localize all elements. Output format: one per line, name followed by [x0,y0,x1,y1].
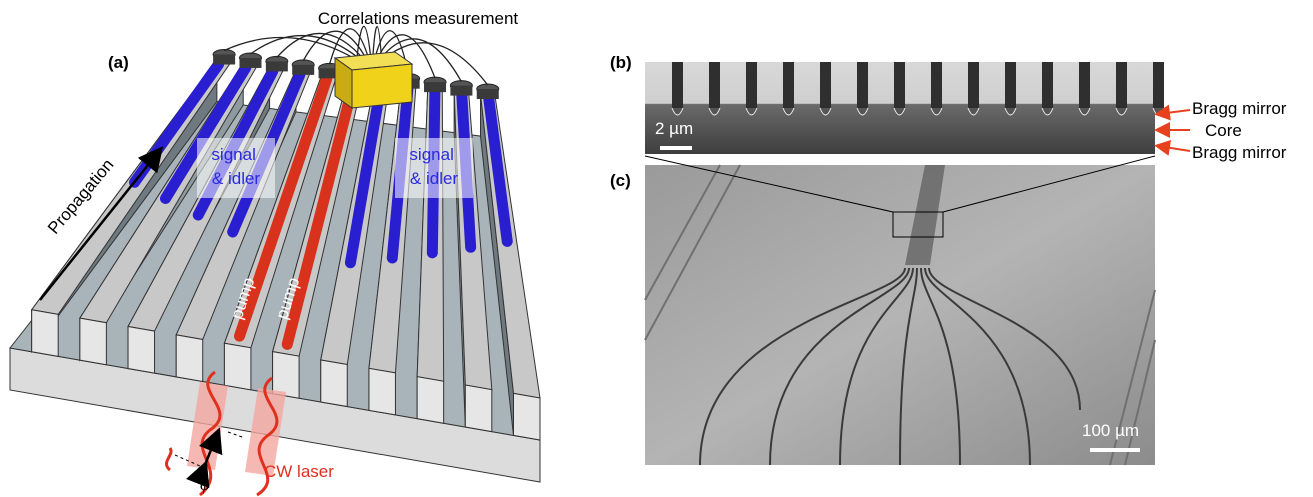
panel-a: Correlations measurement (a) Propagation… [10,9,540,495]
groove [746,62,757,108]
title: Correlations measurement [318,9,519,28]
layer-label: Bragg mirror [1192,99,1287,118]
ridge-front [176,335,203,382]
scale-bar-label: 2 µm [655,119,693,138]
figure: Correlations measurement (a) Propagation… [0,0,1313,497]
line: & idler [410,169,459,188]
ridge-front [224,343,251,390]
line: & idler [212,169,261,188]
laser-label: CW laser [264,462,334,481]
ridge-front [80,318,107,365]
ridge-front [417,377,444,424]
groove [1042,62,1053,108]
panel-label: (a) [108,53,129,72]
detector-body [450,86,472,96]
groove [1116,62,1127,108]
panel-label: (c) [610,171,631,190]
panel-b: (b) 2 µm Bragg mirror Core Bragg mirror [610,53,1287,162]
groove [857,62,868,108]
detector-cube [335,52,412,108]
panel-label: (b) [610,53,632,72]
layer-label: Core [1205,121,1242,140]
layer-label: Bragg mirror [1192,143,1287,162]
groove [968,62,979,108]
groove [709,62,720,108]
detector-body [266,61,288,71]
detector-body [239,58,261,68]
groove [1079,62,1090,108]
ridge-front [369,368,396,415]
ridge-front [514,393,541,440]
scale-bar-label: 100 µm [1082,421,1139,440]
groove [931,62,942,108]
groove [820,62,831,108]
detector-body [477,89,499,99]
ridge-front [321,360,348,407]
detector-body [292,65,314,75]
ridge-front [128,326,155,373]
panel-c: (c) 100 µm [610,156,1155,465]
arrow [1158,146,1190,151]
groove [894,62,905,108]
groove [1005,62,1016,108]
phase-label: φ [200,475,209,494]
detector-body [424,82,446,92]
groove [1153,62,1164,108]
groove [672,62,683,108]
line: signal [409,145,453,164]
ridge-front [32,310,59,357]
groove [783,62,794,108]
line: signal [211,145,255,164]
ridge-front [465,385,492,432]
detector-body [213,55,235,65]
